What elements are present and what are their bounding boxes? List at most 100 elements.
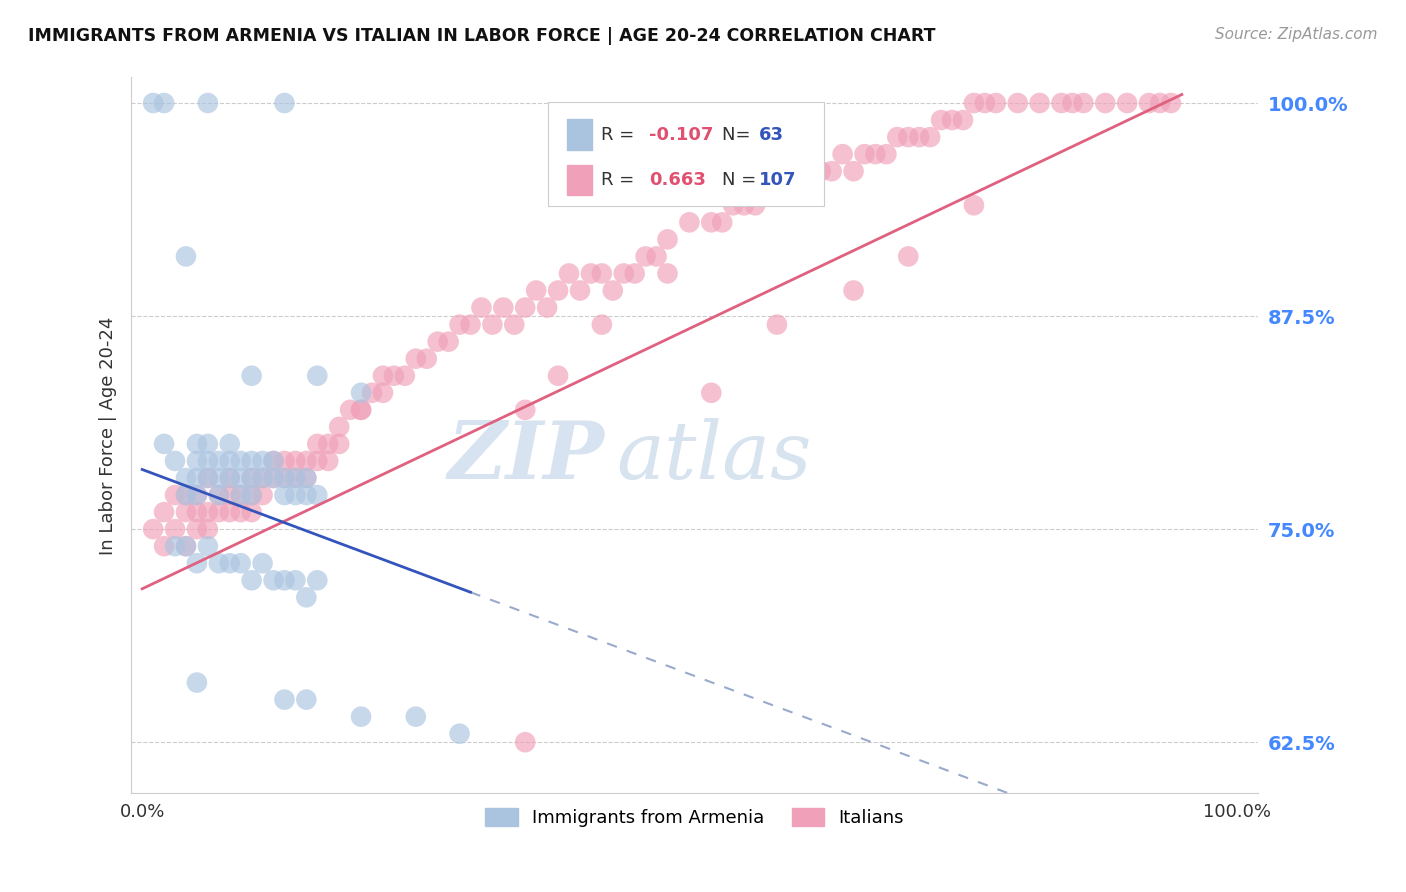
Point [460,318,482,332]
Point [307,368,329,383]
Point [218,505,240,519]
Point [547,368,569,383]
Point [307,574,329,588]
Point [174,539,197,553]
Point [908,130,931,145]
Point [1050,95,1073,110]
Point [208,556,231,570]
Point [174,249,197,263]
Point [295,488,318,502]
Point [449,318,471,332]
Point [284,574,307,588]
Point [744,198,766,212]
Point [524,284,547,298]
Point [449,727,471,741]
Point [405,709,427,723]
Point [328,420,350,434]
Point [174,488,197,502]
Point [153,95,176,110]
Point [307,488,329,502]
Point [153,505,176,519]
Point [252,556,274,570]
Y-axis label: In Labor Force | Age 20-24: In Labor Force | Age 20-24 [100,316,117,555]
Point [371,368,394,383]
Point [197,437,219,451]
Point [897,130,920,145]
Point [273,692,295,706]
Point [897,249,920,263]
Point [218,471,240,485]
Point [755,181,778,195]
Point [503,318,526,332]
Text: IMMIGRANTS FROM ARMENIA VS ITALIAN IN LABOR FORCE | AGE 20-24 CORRELATION CHART: IMMIGRANTS FROM ARMENIA VS ITALIAN IN LA… [28,27,935,45]
Point [481,318,503,332]
Point [240,488,263,502]
Point [273,95,295,110]
Point [273,471,295,485]
Point [470,301,492,315]
Point [252,454,274,468]
Point [733,198,755,212]
Point [229,505,252,519]
Point [197,522,219,536]
Point [350,402,373,417]
Point [197,539,219,553]
Point [382,368,405,383]
Point [142,95,165,110]
Point [186,471,208,485]
Point [295,471,318,485]
Text: R =: R = [602,171,640,189]
Point [568,284,591,298]
Point [1062,95,1084,110]
Point [263,454,285,468]
Point [163,539,186,553]
Point [197,471,219,485]
Point [153,539,176,553]
Point [515,735,537,749]
Text: N =: N = [721,171,762,189]
Point [273,488,295,502]
Point [240,368,263,383]
Point [678,215,700,229]
Point [416,351,439,366]
Point [405,351,427,366]
Point [284,471,307,485]
Point [174,471,197,485]
Point [240,471,263,485]
Point [657,232,679,246]
Point [1116,95,1139,110]
Point [263,574,285,588]
Point [591,318,613,332]
Point [186,556,208,570]
Point [163,488,186,502]
Point [186,488,208,502]
Point [163,454,186,468]
Text: ZIP: ZIP [447,418,605,496]
Point [394,368,416,383]
Point [700,215,723,229]
Point [350,402,373,417]
Point [963,198,986,212]
Text: Source: ZipAtlas.com: Source: ZipAtlas.com [1215,27,1378,42]
Point [273,471,295,485]
Point [218,454,240,468]
Point [853,147,876,161]
Point [174,488,197,502]
Point [865,147,887,161]
Point [316,454,339,468]
Text: -0.107: -0.107 [648,126,713,144]
Point [142,522,165,536]
Point [700,385,723,400]
Point [328,437,350,451]
Point [963,95,986,110]
Point [1137,95,1160,110]
Point [263,471,285,485]
Legend: Immigrants from Armenia, Italians: Immigrants from Armenia, Italians [478,801,911,834]
Point [645,249,668,263]
Point [295,471,318,485]
Point [492,301,515,315]
Point [821,164,844,178]
Point [197,505,219,519]
Point [634,249,657,263]
Point [240,505,263,519]
